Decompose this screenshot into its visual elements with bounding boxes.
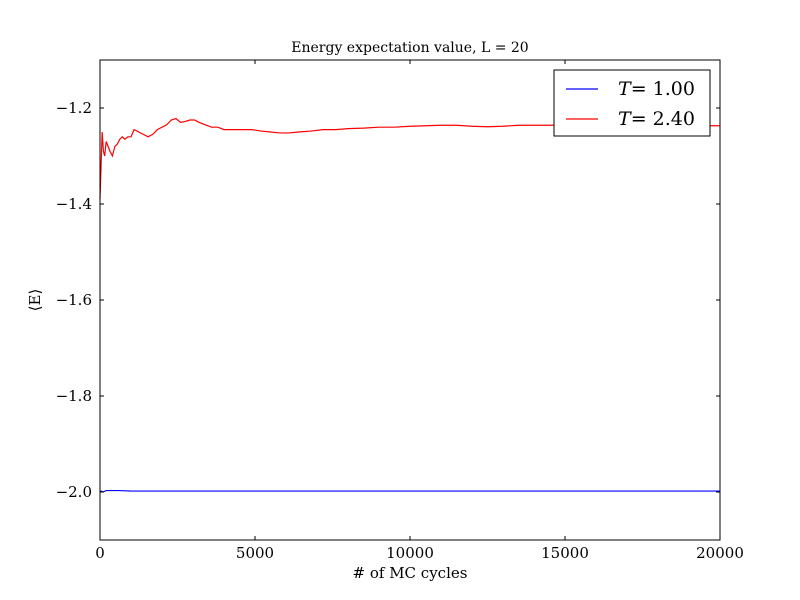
x-tick-label: 10000	[386, 544, 434, 562]
x-tick-label: 0	[95, 544, 105, 562]
x-tick-label: 15000	[541, 544, 589, 562]
y-tick-label: −1.4	[56, 195, 92, 213]
series-line-1	[99, 117, 720, 200]
y-tick-label: −1.6	[56, 291, 92, 309]
y-tick-label: −2.0	[56, 483, 92, 501]
x-tick-label: 20000	[696, 544, 744, 562]
y-axis-label: ⟨E⟩	[26, 289, 44, 312]
series-line-0	[99, 489, 720, 493]
x-tick-label: 5000	[236, 544, 274, 562]
y-tick-label: −1.2	[56, 99, 92, 117]
legend-label-t100-value: = 1.00	[631, 78, 695, 100]
legend: T= 1.00 T= 2.40	[553, 69, 711, 137]
ticks-layer: 0 5000 10000 15000 20000 −1.2 −1.4 −1.6 −1.8 −2.0	[56, 60, 744, 562]
legend-label-t100-var: T	[618, 78, 632, 100]
legend-label-t240-value: = 2.40	[631, 108, 695, 130]
legend-label-t240: T= 2.40	[618, 108, 695, 130]
legend-label-t100: T= 1.00	[618, 78, 695, 100]
chart-title: Energy expectation value, L = 20	[291, 40, 528, 56]
x-axis-label: # of MC cycles	[353, 564, 468, 582]
series-layer	[99, 117, 720, 493]
legend-box	[553, 69, 711, 137]
y-tick-label: −1.8	[56, 387, 92, 405]
legend-label-t240-var: T	[618, 108, 632, 130]
